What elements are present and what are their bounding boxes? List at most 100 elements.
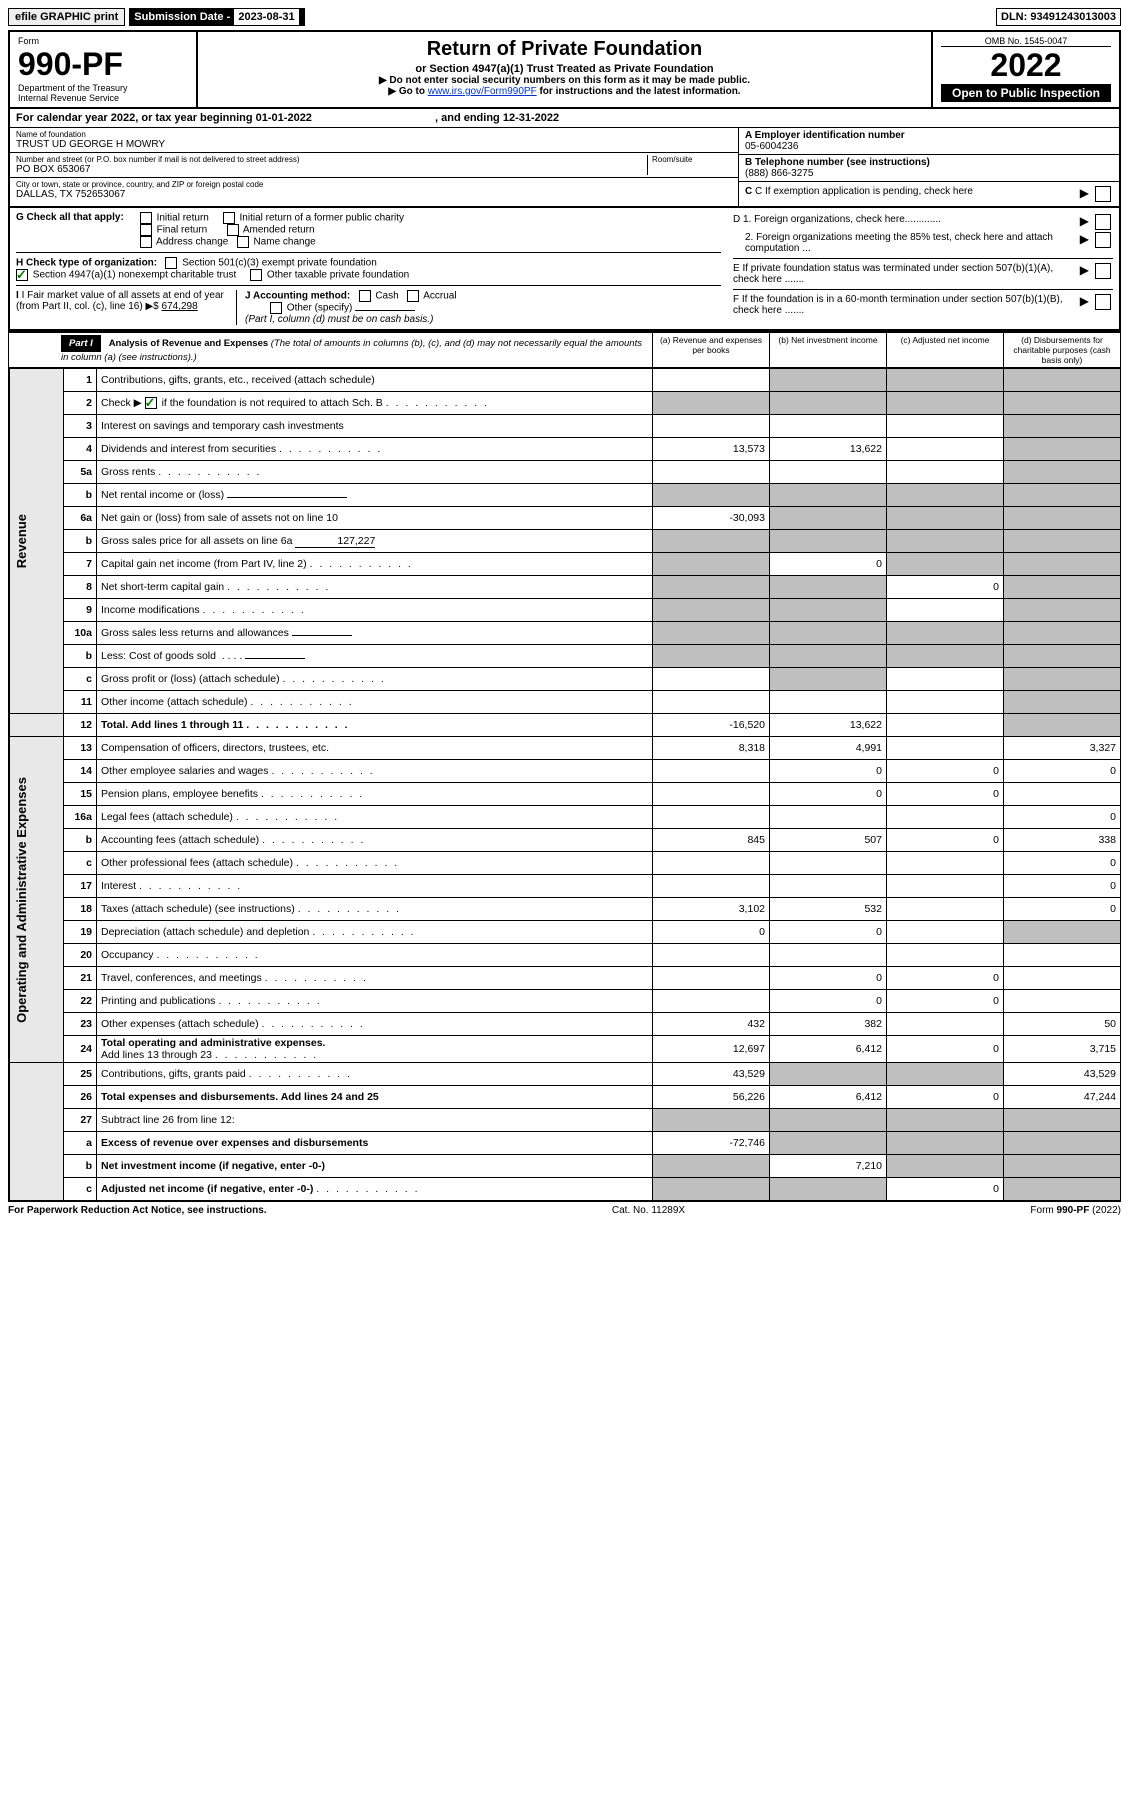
table-row: Operating and Administrative Expenses 13… <box>9 737 1121 760</box>
d1-label: D 1. Foreign organizations, check here..… <box>733 214 1080 225</box>
form-subtitle: or Section 4947(a)(1) Trust Treated as P… <box>206 63 923 75</box>
d2-checkbox[interactable] <box>1095 232 1111 248</box>
open-inspection: Open to Public Inspection <box>941 84 1111 102</box>
table-row: 26Total expenses and disbursements. Add … <box>9 1086 1121 1109</box>
f-checkbox[interactable] <box>1095 294 1111 310</box>
table-row: 9Income modifications <box>9 599 1121 622</box>
table-row: cGross profit or (loss) (attach schedule… <box>9 668 1121 691</box>
table-row: 10aGross sales less returns and allowanc… <box>9 622 1121 645</box>
dept-1: Department of the Treasury <box>18 83 188 93</box>
city-label: City or town, state or province, country… <box>16 180 732 189</box>
table-row: 16aLegal fees (attach schedule) 0 <box>9 806 1121 829</box>
table-row: bAccounting fees (attach schedule) 84550… <box>9 829 1121 852</box>
name-label: Name of foundation <box>16 130 732 139</box>
room-label: Room/suite <box>647 155 732 175</box>
table-row: cOther professional fees (attach schedul… <box>9 852 1121 875</box>
foundation-name: TRUST UD GEORGE H MOWRY <box>16 139 732 150</box>
part1-header-row: Part I Analysis of Revenue and Expenses … <box>8 331 1121 368</box>
table-row: bGross sales price for all assets on lin… <box>9 530 1121 553</box>
submission-label: Submission Date - 2023-08-31 <box>129 8 304 26</box>
address: PO BOX 653067 <box>16 164 647 175</box>
g-row: G Check all that apply: Initial return I… <box>16 212 721 248</box>
exemption-label: C C If exemption application is pending,… <box>745 186 1080 197</box>
addr-label: Number and street (or P.O. box number if… <box>16 155 647 164</box>
table-row: cAdjusted net income (if negative, enter… <box>9 1178 1121 1201</box>
main-table: Revenue 1Contributions, gifts, grants, e… <box>8 368 1121 1201</box>
form-header: Form 990-PF Department of the Treasury I… <box>8 30 1121 109</box>
ij-row: I I Fair market value of all assets at e… <box>16 285 721 325</box>
table-row: 2Check ▶ if the foundation is not requir… <box>9 392 1121 415</box>
table-row: 27Subtract line 26 from line 12: <box>9 1109 1121 1132</box>
form-number: 990-PF <box>18 46 188 83</box>
table-row: 17Interest 0 <box>9 875 1121 898</box>
final-return-checkbox[interactable] <box>140 224 152 236</box>
ein-label: A Employer identification number <box>745 130 905 141</box>
f-label: F If the foundation is in a 60-month ter… <box>733 294 1080 316</box>
table-row: 15Pension plans, employee benefits 00 <box>9 783 1121 806</box>
table-row: bLess: Cost of goods sold . . . . <box>9 645 1121 668</box>
table-row: Revenue 1Contributions, gifts, grants, e… <box>9 369 1121 392</box>
exemption-checkbox[interactable] <box>1095 186 1111 202</box>
col-c-header: (c) Adjusted net income <box>886 333 1003 367</box>
table-row: aExcess of revenue over expenses and dis… <box>9 1132 1121 1155</box>
table-row: 14Other employee salaries and wages 000 <box>9 760 1121 783</box>
name-change-checkbox[interactable] <box>237 236 249 248</box>
d2-label: 2. Foreign organizations meeting the 85%… <box>733 232 1080 254</box>
other-method-checkbox[interactable] <box>270 302 282 314</box>
table-row: 22Printing and publications 00 <box>9 990 1121 1013</box>
table-row: 25Contributions, gifts, grants paid 43,5… <box>9 1063 1121 1086</box>
d1-checkbox[interactable] <box>1095 214 1111 230</box>
calendar-year-row: For calendar year 2022, or tax year begi… <box>8 109 1121 128</box>
table-row: 5aGross rents <box>9 461 1121 484</box>
table-row: 7Capital gain net income (from Part IV, … <box>9 553 1121 576</box>
revenue-side-label: Revenue <box>14 514 29 568</box>
table-row: 24Total operating and administrative exp… <box>9 1036 1121 1063</box>
col-a-header: (a) Revenue and expenses per books <box>652 333 769 367</box>
table-row: 4Dividends and interest from securities … <box>9 438 1121 461</box>
table-row: bNet investment income (if negative, ent… <box>9 1155 1121 1178</box>
schb-checkbox[interactable] <box>145 397 157 409</box>
table-row: bNet rental income or (loss) <box>9 484 1121 507</box>
note-2: ▶ Go to www.irs.gov/Form990PF for instru… <box>206 86 923 97</box>
footer: For Paperwork Reduction Act Notice, see … <box>8 1201 1121 1216</box>
tax-year: 2022 <box>941 47 1111 84</box>
footer-right: Form 990-PF (2022) <box>1030 1205 1121 1216</box>
footer-left: For Paperwork Reduction Act Notice, see … <box>8 1205 267 1216</box>
phone-label: B Telephone number (see instructions) <box>745 157 930 168</box>
other-taxable-checkbox[interactable] <box>250 269 262 281</box>
table-row: 23Other expenses (attach schedule) 43238… <box>9 1013 1121 1036</box>
s501-checkbox[interactable] <box>165 257 177 269</box>
table-row: 19Depreciation (attach schedule) and dep… <box>9 921 1121 944</box>
table-row: 21Travel, conferences, and meetings 00 <box>9 967 1121 990</box>
ein-value: 05-6004236 <box>745 141 1113 152</box>
table-row: 3Interest on savings and temporary cash … <box>9 415 1121 438</box>
address-change-checkbox[interactable] <box>140 236 152 248</box>
dept-2: Internal Revenue Service <box>18 93 188 103</box>
e-label: E If private foundation status was termi… <box>733 263 1080 285</box>
initial-former-checkbox[interactable] <box>223 212 235 224</box>
table-row: 20Occupancy <box>9 944 1121 967</box>
initial-return-checkbox[interactable] <box>140 212 152 224</box>
table-row: 12Total. Add lines 1 through 11 -16,5201… <box>9 714 1121 737</box>
form-title: Return of Private Foundation <box>206 38 923 61</box>
irs-link[interactable]: www.irs.gov/Form990PF <box>428 86 537 97</box>
table-row: 6aNet gain or (loss) from sale of assets… <box>9 507 1121 530</box>
info-block: Name of foundationTRUST UD GEORGE H MOWR… <box>8 128 1121 208</box>
s4947-checkbox[interactable] <box>16 269 28 281</box>
footer-mid: Cat. No. 11289X <box>612 1205 685 1216</box>
expenses-side-label: Operating and Administrative Expenses <box>14 777 29 1023</box>
part1-badge: Part I <box>61 335 101 352</box>
city-value: DALLAS, TX 752653067 <box>16 189 732 200</box>
cash-checkbox[interactable] <box>359 290 371 302</box>
phone-value: (888) 866-3275 <box>745 168 1113 179</box>
dln: DLN: 93491243013003 <box>996 8 1121 26</box>
omb-number: OMB No. 1545-0047 <box>941 36 1111 47</box>
e-checkbox[interactable] <box>1095 263 1111 279</box>
accrual-checkbox[interactable] <box>407 290 419 302</box>
amended-return-checkbox[interactable] <box>227 224 239 236</box>
table-row: 8Net short-term capital gain 0 <box>9 576 1121 599</box>
h-row: H Check type of organization: Section 50… <box>16 252 721 281</box>
efile-print-button[interactable]: efile GRAPHIC print <box>8 8 125 26</box>
form-word: Form <box>18 36 188 46</box>
col-b-header: (b) Net investment income <box>769 333 886 367</box>
